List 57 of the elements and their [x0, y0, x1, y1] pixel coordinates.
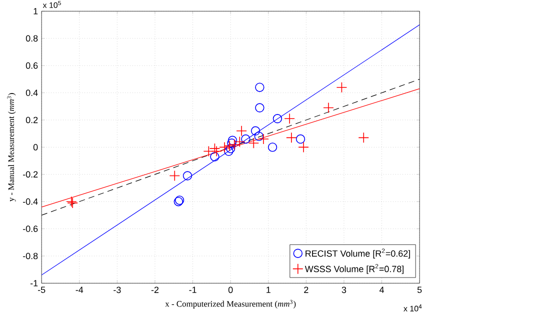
point — [211, 146, 222, 157]
x-tick-label: 5 — [417, 286, 422, 294]
y-tick-label: 0.2 — [26, 117, 38, 124]
y-tick-label: 0.6 — [26, 62, 38, 70]
x-tick-label: -3 — [114, 286, 121, 294]
y-tick-label: -0.8 — [23, 253, 38, 260]
point — [226, 144, 236, 154]
point — [258, 134, 269, 145]
x-tick-label: -1 — [189, 286, 196, 294]
point — [248, 138, 260, 149]
y-tick-label: 0.8 — [26, 35, 38, 42]
point — [228, 139, 240, 150]
x-tick-label: -5 — [38, 286, 46, 294]
point — [255, 82, 264, 92]
point — [227, 138, 236, 148]
y-tick-label: -0.6 — [23, 226, 38, 232]
point — [236, 126, 247, 137]
point — [203, 146, 214, 157]
y-tick-label: 0.4 — [26, 90, 38, 96]
y-tick-label: -0.4 — [23, 198, 38, 206]
point — [241, 134, 250, 144]
point — [234, 136, 246, 148]
point — [250, 126, 260, 136]
point — [210, 152, 220, 162]
point — [286, 132, 297, 144]
point — [182, 171, 192, 181]
point — [254, 132, 264, 142]
x-tick-label: 1 — [266, 286, 270, 294]
point — [296, 134, 306, 144]
point — [284, 113, 295, 124]
x-tick-label: -4 — [76, 286, 84, 294]
legend-label: RECIST Volume [R$^{2}$=0.62] — [306, 248, 410, 259]
y-tick-label: 0 — [33, 144, 38, 151]
point — [336, 82, 348, 93]
y-tick-label: -1 — [30, 280, 38, 287]
point — [272, 114, 282, 124]
x-tick-label: 0 — [228, 286, 233, 294]
point — [224, 146, 234, 156]
point — [358, 132, 370, 144]
x-tick-label: 4 — [379, 286, 384, 294]
point — [268, 142, 278, 152]
point — [209, 143, 220, 154]
x-tick-label: 3 — [342, 286, 346, 294]
point — [298, 142, 309, 153]
point — [219, 142, 230, 153]
legend-label: WSSS Volume [R$^{2}$=0.78] — [304, 264, 404, 274]
point — [255, 103, 264, 113]
y-axis-title: y - Manual Measurement (mm$^{3}$) — [7, 93, 16, 202]
y-tick-label: -0.2 — [23, 171, 38, 178]
x-tick-label: -2 — [151, 286, 159, 294]
point — [228, 136, 238, 146]
point — [323, 102, 334, 114]
y-tick-label: 1 — [34, 8, 38, 15]
point — [224, 140, 235, 152]
point — [169, 170, 180, 182]
x-tick-label: 2 — [304, 286, 308, 294]
x-axis-title: x - Computerized Measurement (mm$^{3}$) — [165, 300, 296, 309]
